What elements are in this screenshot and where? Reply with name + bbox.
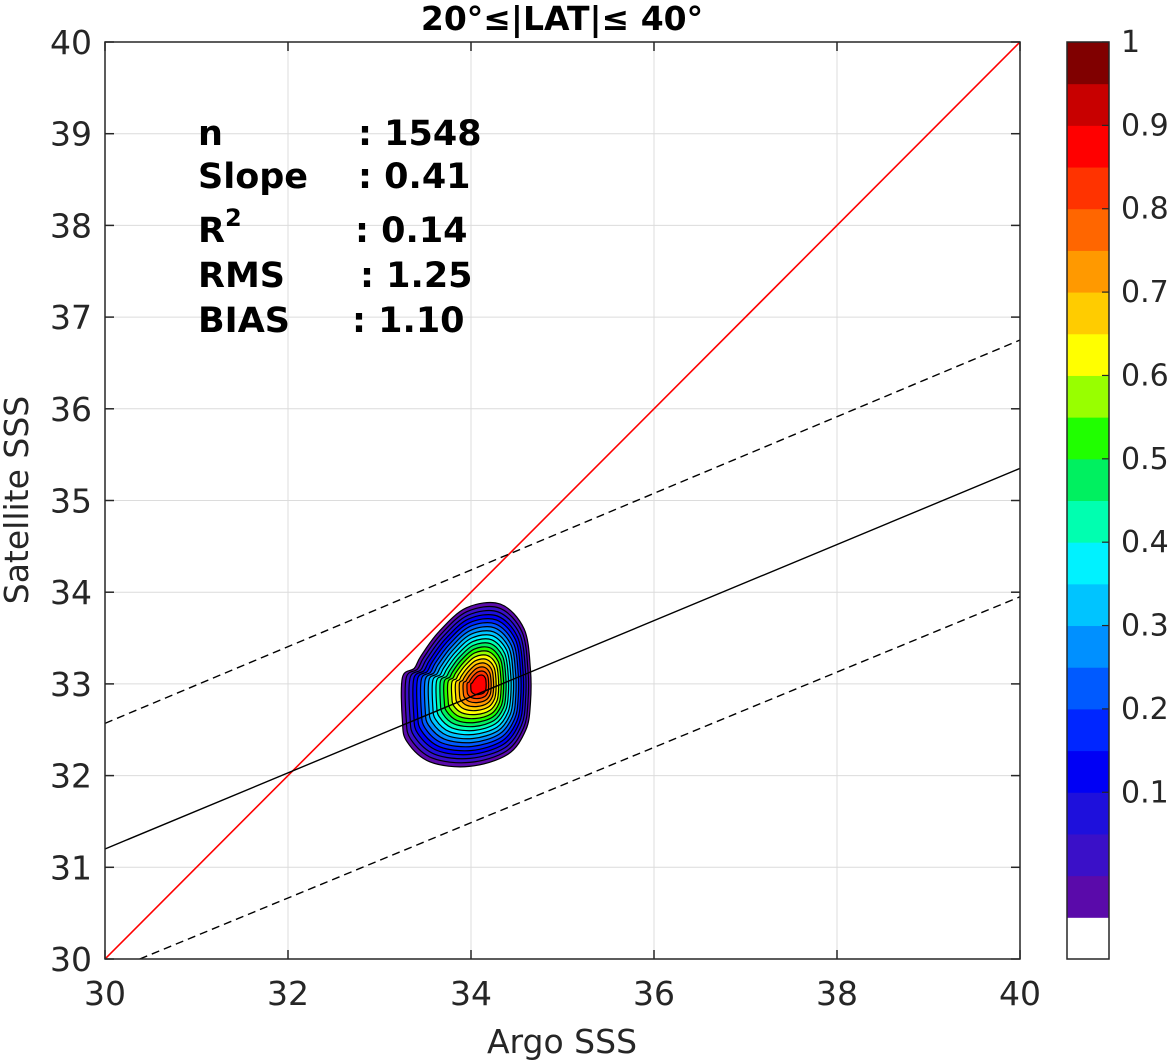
grid <box>104 41 1021 960</box>
x-tick-label: 40 <box>999 974 1041 1013</box>
x-tick-label: 36 <box>633 974 675 1013</box>
stat-label: RMS <box>198 256 285 296</box>
stat-label-text: n <box>198 114 223 154</box>
colorbar-segment <box>1067 625 1109 668</box>
colorbar-tick-label: 0.4 <box>1121 525 1169 560</box>
regression-line <box>105 467 1020 850</box>
stat-label-superscript: 2 <box>225 204 242 232</box>
colorbar-segment <box>1067 83 1109 126</box>
colorbar-tick-label: 0.6 <box>1121 358 1169 393</box>
colorbar-segment <box>1067 375 1109 418</box>
density-contours <box>400 601 532 768</box>
colorbar-segment <box>1067 667 1109 710</box>
y-tick-label: 35 <box>50 482 92 521</box>
colorbar-tick-label: 0.9 <box>1121 108 1169 143</box>
stat-label: Slope <box>198 157 308 197</box>
y-tick-label: 39 <box>50 115 92 154</box>
colorbar-frame <box>1066 41 1110 960</box>
stat-value: : 1548 <box>358 114 482 154</box>
one-to-one-line <box>105 42 1020 959</box>
colorbar-segment <box>1067 708 1109 752</box>
colorbar-segment <box>1067 167 1109 210</box>
colorbar-segment <box>1067 833 1109 877</box>
chart-title: 20°≤|LAT|≤ 40° <box>421 0 703 38</box>
x-axis-label: Argo SSS <box>487 1022 637 1061</box>
colorbar-segment <box>1067 208 1109 251</box>
stat-value: : 1.25 <box>360 256 473 296</box>
y-tick-label: 34 <box>50 573 92 612</box>
colorbar-tick-label: 0.5 <box>1121 442 1169 477</box>
stat-label: n <box>198 114 223 154</box>
stat-value: : 1.10 <box>352 301 465 341</box>
stat-label-text: BIAS <box>198 301 290 341</box>
y-tick-label: 40 <box>50 23 92 62</box>
colorbar-segment <box>1067 750 1109 793</box>
colorbar-segment <box>1067 292 1109 335</box>
colorbar-segment <box>1067 333 1109 376</box>
colorbar-segment <box>1067 875 1109 918</box>
x-tick-labels: 30 32 34 36 38 40 <box>84 974 1041 1013</box>
colorbar-segment <box>1067 125 1109 168</box>
y-tick-label: 32 <box>50 757 92 796</box>
colorbar-tick-label: 0.3 <box>1121 609 1169 644</box>
x-tick-label: 38 <box>816 974 858 1013</box>
stat-value: : 0.14 <box>355 211 468 251</box>
x-tick-label: 30 <box>84 974 126 1013</box>
y-tick-label: 31 <box>50 848 92 887</box>
colorbar-segment <box>1067 250 1109 293</box>
y-tick-labels: 30 31 32 33 34 35 36 37 38 39 40 <box>50 23 92 979</box>
stat-label-text: R <box>198 211 225 251</box>
stat-label: BIAS <box>198 301 290 341</box>
y-tick-label: 33 <box>50 665 92 704</box>
lower-bound-line <box>139 596 1020 959</box>
colorbar-segment <box>1067 583 1109 627</box>
y-tick-label: 37 <box>50 298 92 337</box>
reference-lines <box>105 42 1020 959</box>
colorbar-segment <box>1067 42 1109 85</box>
colorbar-segment <box>1067 792 1109 835</box>
colorbar-tick-label: 1 <box>1121 25 1140 60</box>
upper-bound-line <box>105 339 1020 724</box>
y-tick-label: 36 <box>50 390 92 429</box>
stat-label-text: RMS <box>198 256 285 296</box>
colorbar-tick-label: 0.2 <box>1121 692 1169 727</box>
stat-value: : 0.41 <box>358 157 471 197</box>
axis-ticks <box>104 41 1021 960</box>
stat-label: R2 <box>198 204 242 251</box>
x-tick-label: 34 <box>450 974 492 1013</box>
stats-box: n : 1548 Slope : 0.41 R2 : 0.14 RMS : 1.25 BIAS:… <box>198 114 482 341</box>
x-tick-label: 32 <box>267 974 309 1013</box>
y-axis-label: Satellite SSS <box>0 396 36 605</box>
y-tick-label: 38 <box>50 206 92 245</box>
colorbar-tick-label: 0.8 <box>1121 192 1169 227</box>
colorbar-tick-label: 0.1 <box>1121 775 1169 810</box>
colorbar-tick-label: 0.7 <box>1121 275 1169 310</box>
colorbar-segment <box>1067 500 1109 543</box>
colorbar-segment <box>1067 417 1109 460</box>
colorbar-segment <box>1067 917 1109 960</box>
stat-label-text: Slope <box>198 157 308 197</box>
colorbar-segment <box>1067 542 1109 585</box>
y-tick-label: 30 <box>50 940 92 979</box>
colorbar-segment <box>1067 458 1109 501</box>
colorbar: 0.1 0.2 0.3 0.4 0.5 0.6 0.7 0.8 0.9 1 <box>1066 25 1169 960</box>
